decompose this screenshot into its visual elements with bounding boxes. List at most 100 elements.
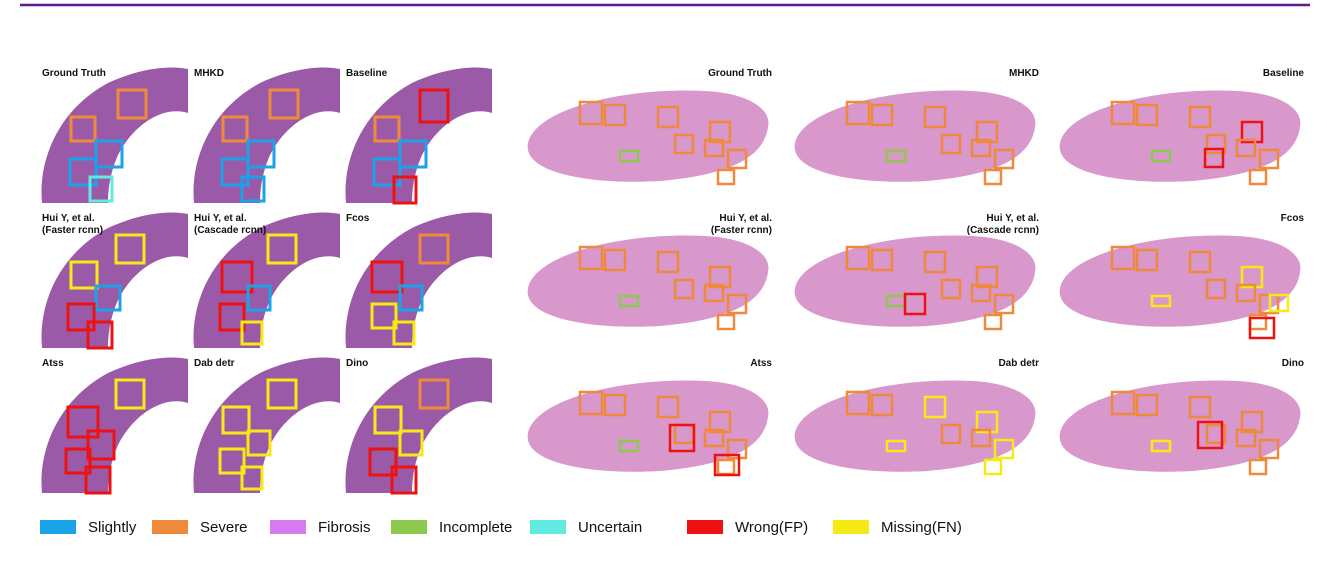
box <box>603 103 627 127</box>
panel-label: Baseline <box>346 68 388 79</box>
box <box>418 233 450 265</box>
box <box>1240 265 1264 289</box>
tissue-image <box>345 357 492 493</box>
legend-swatch <box>833 520 869 534</box>
box <box>94 284 122 312</box>
panel-label: MHKD <box>194 68 224 79</box>
box <box>398 139 428 169</box>
box <box>923 395 947 419</box>
legend-label: Fibrosis <box>318 519 371 536</box>
right-panel: Dab detr <box>794 358 1039 476</box>
box <box>716 313 736 331</box>
box <box>923 250 947 274</box>
box <box>578 390 604 416</box>
box <box>220 260 254 294</box>
tissue-image <box>41 357 188 493</box>
box <box>603 393 627 417</box>
box <box>1188 395 1212 419</box>
box <box>69 115 97 143</box>
right-panel: Dino <box>1059 358 1304 476</box>
box <box>240 175 266 203</box>
box <box>66 405 100 439</box>
box <box>1205 133 1227 155</box>
box <box>975 120 999 144</box>
right-panel: Ground Truth <box>527 68 772 186</box>
box <box>64 447 92 475</box>
box <box>993 293 1015 315</box>
box <box>975 265 999 289</box>
box <box>845 100 871 126</box>
box <box>885 149 907 163</box>
box <box>392 320 416 346</box>
box <box>86 429 116 461</box>
box <box>578 100 604 126</box>
box <box>703 138 725 158</box>
box <box>726 438 748 460</box>
box <box>578 245 604 271</box>
panel-label: Ground Truth <box>708 68 772 79</box>
box <box>398 429 424 457</box>
panel-label: (Cascade rcnn) <box>967 225 1039 236</box>
box <box>1135 248 1159 272</box>
box <box>983 168 1003 186</box>
box <box>885 439 907 453</box>
box <box>240 320 264 346</box>
legend-label: Slightly <box>88 519 137 536</box>
box <box>983 313 1003 331</box>
box <box>370 302 398 330</box>
panel-label: Hui Y, et al. <box>42 213 95 224</box>
box <box>398 284 424 312</box>
box <box>373 115 401 143</box>
box <box>1248 458 1268 476</box>
box <box>708 410 732 434</box>
right-panel: Hui Y, et al.(Cascade rcnn) <box>794 213 1039 331</box>
box <box>1135 393 1159 417</box>
box <box>870 393 894 417</box>
legend-swatch <box>270 520 306 534</box>
box <box>668 423 696 453</box>
legend-label: Severe <box>200 519 248 536</box>
tissue-image <box>193 67 340 203</box>
legend-label: Missing(FN) <box>881 519 962 536</box>
box <box>983 458 1003 476</box>
box <box>618 149 640 163</box>
box <box>368 447 398 477</box>
box <box>703 428 725 448</box>
box <box>940 278 962 300</box>
box <box>1150 294 1172 308</box>
box <box>1268 293 1290 313</box>
panel-label: MHKD <box>1009 68 1039 79</box>
box <box>114 378 146 410</box>
box <box>418 378 450 410</box>
box <box>975 410 999 434</box>
box <box>390 465 418 495</box>
box <box>1205 423 1227 445</box>
box <box>940 133 962 155</box>
box <box>656 105 680 129</box>
box <box>716 168 736 186</box>
box <box>116 88 148 120</box>
box <box>1110 245 1136 271</box>
box <box>870 103 894 127</box>
tissue-image <box>41 67 188 203</box>
panel-label: (Faster rcnn) <box>42 225 103 236</box>
box <box>373 405 403 435</box>
box <box>993 438 1015 460</box>
box <box>372 157 402 187</box>
box <box>1203 147 1225 169</box>
box <box>656 250 680 274</box>
panel-label: Fcos <box>346 213 370 224</box>
legend-swatch <box>152 520 188 534</box>
box <box>993 148 1015 170</box>
box <box>713 453 741 477</box>
left-panel: Dino <box>345 357 492 495</box>
box <box>266 233 298 265</box>
box <box>88 175 114 203</box>
panel-label: Dab detr <box>194 358 235 369</box>
right-panel: Fcos <box>1059 213 1304 340</box>
box <box>69 260 99 290</box>
box <box>266 378 298 410</box>
box <box>418 88 450 124</box>
tissue-image <box>193 357 340 493</box>
